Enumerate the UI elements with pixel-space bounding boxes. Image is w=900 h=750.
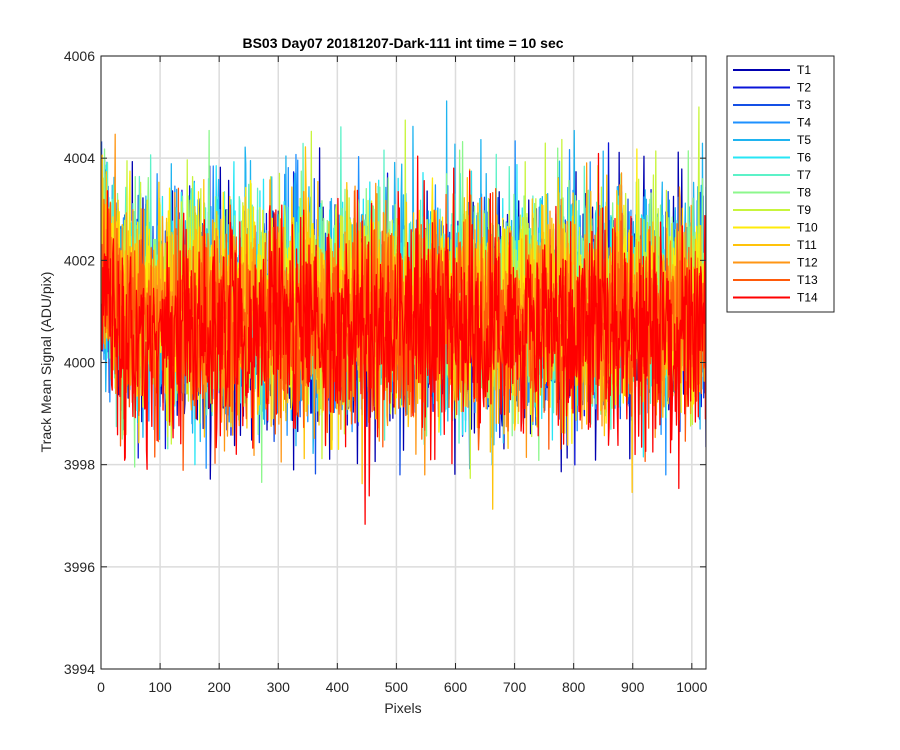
x-tick-label: 600	[444, 679, 468, 695]
y-tick-label: 3996	[64, 559, 95, 575]
x-tick-label: 100	[148, 679, 172, 695]
x-tick-label: 1000	[676, 679, 707, 695]
legend-label: T4	[797, 116, 811, 130]
x-tick-label: 800	[562, 679, 586, 695]
x-tick-label: 500	[385, 679, 409, 695]
legend-label: T10	[797, 221, 818, 235]
series-layer	[101, 100, 706, 525]
legend-label: T13	[797, 273, 818, 287]
legend-label: T9	[797, 203, 811, 217]
x-tick-label: 900	[621, 679, 645, 695]
series-line-t14	[101, 152, 706, 525]
x-tick-label: 700	[503, 679, 527, 695]
y-tick-label: 4000	[64, 355, 95, 371]
y-tick-label: 3998	[64, 457, 95, 473]
legend-box	[726, 55, 835, 313]
x-axis-label: Pixels	[384, 700, 421, 716]
legend-label: T7	[797, 168, 811, 182]
x-axis: 0 100 200 300 400 500 600 700 800 900 1000	[97, 56, 708, 695]
y-tick-label: 4002	[64, 252, 95, 268]
x-tick-label: 400	[326, 679, 350, 695]
legend-label: T5	[797, 133, 811, 147]
legend: T1 T2 T3 T4 T5 T6 T7 T8 T9 T10 T11 T12 T13 T14	[726, 55, 835, 313]
legend-label: T8	[797, 186, 811, 200]
y-tick-label: 4006	[64, 48, 95, 64]
chart-title: BS03 Day07 20181207-Dark-111 int time = …	[242, 35, 563, 51]
y-tick-label: 4004	[64, 150, 95, 166]
legend-label: T6	[797, 151, 811, 165]
x-tick-label: 200	[207, 679, 231, 695]
legend-label: T1	[797, 63, 811, 77]
x-tick-label: 300	[267, 679, 291, 695]
legend-label: T2	[797, 81, 811, 95]
y-axis: 3994 3996 3998 4000 4002 4004 4006	[64, 48, 706, 677]
legend-label: T12	[797, 256, 818, 270]
legend-label: T11	[797, 238, 817, 252]
y-tick-label: 3994	[64, 661, 95, 677]
legend-label: T14	[797, 291, 818, 305]
y-axis-label: Track Mean Signal (ADU/pix)	[38, 272, 54, 453]
legend-label: T3	[797, 98, 811, 112]
x-tick-label: 0	[97, 679, 105, 695]
